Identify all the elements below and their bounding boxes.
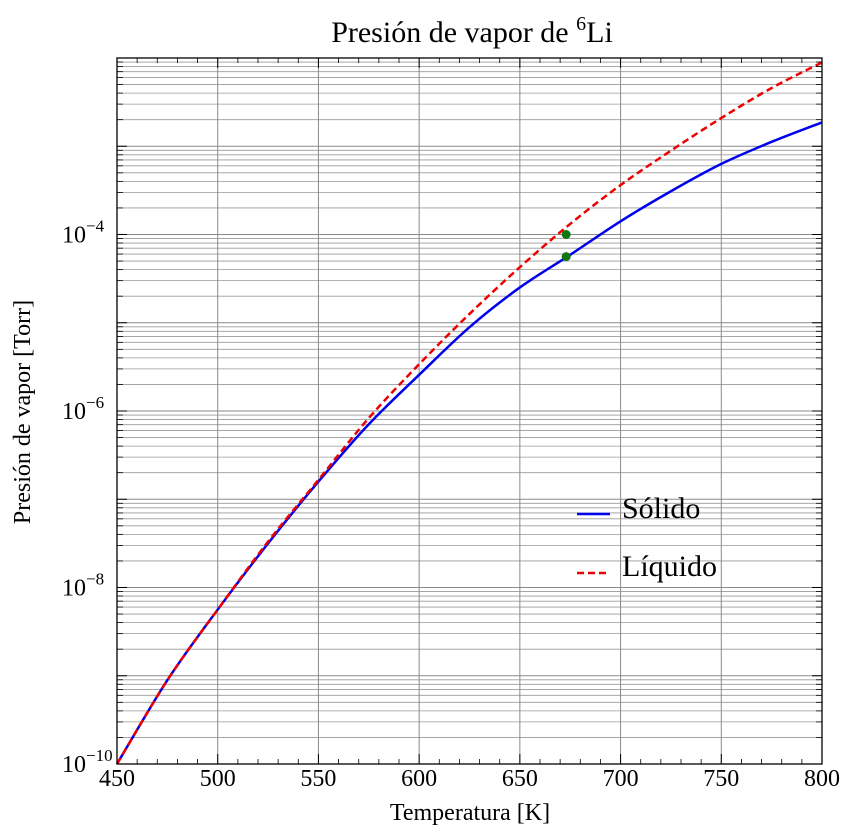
chart-title: Presión de vapor de 6Li (331, 13, 613, 49)
legend: Sólido Líquido (577, 492, 717, 583)
marker-layer (561, 230, 571, 262)
tick-marks (116, 57, 823, 765)
y-axis-label: Presión de vapor [Torr] (10, 300, 36, 524)
series-line-liquid (115, 61, 823, 765)
y-tick-label: 10−10 (62, 746, 113, 778)
title-isotope: 6 (576, 13, 586, 35)
x-tick-label: 700 (603, 766, 639, 792)
x-tick-label: 800 (804, 766, 840, 792)
x-tick-label: 550 (300, 766, 336, 792)
x-tick-label: 600 (401, 766, 437, 792)
x-tick-labels: 450 500 550 600 650 700 750 800 (99, 766, 840, 792)
title-element: Li (586, 16, 613, 49)
minor-grid (117, 61, 822, 738)
major-grid (116, 57, 823, 765)
y-tick-label: 10−6 (62, 393, 104, 425)
x-tick-label: 750 (703, 766, 739, 792)
x-tick-label: 650 (502, 766, 538, 792)
transition-point-marker (561, 230, 571, 239)
x-tick-label: 500 (200, 766, 236, 792)
transition-point-marker (561, 252, 571, 262)
legend-liquid-label: Líquido (622, 550, 717, 583)
y-tick-label: 10−8 (62, 570, 104, 602)
x-axis-label: Temperatura [K] (390, 800, 550, 826)
legend-solid-label: Sólido (622, 492, 700, 525)
y-tick-labels: 10−10 10−8 10−6 10−4 (62, 217, 113, 779)
series-layer (115, 61, 823, 765)
y-tick-label: 10−4 (62, 217, 105, 249)
series-line-solid (115, 121, 823, 765)
x-tick-label: 450 (99, 766, 135, 792)
